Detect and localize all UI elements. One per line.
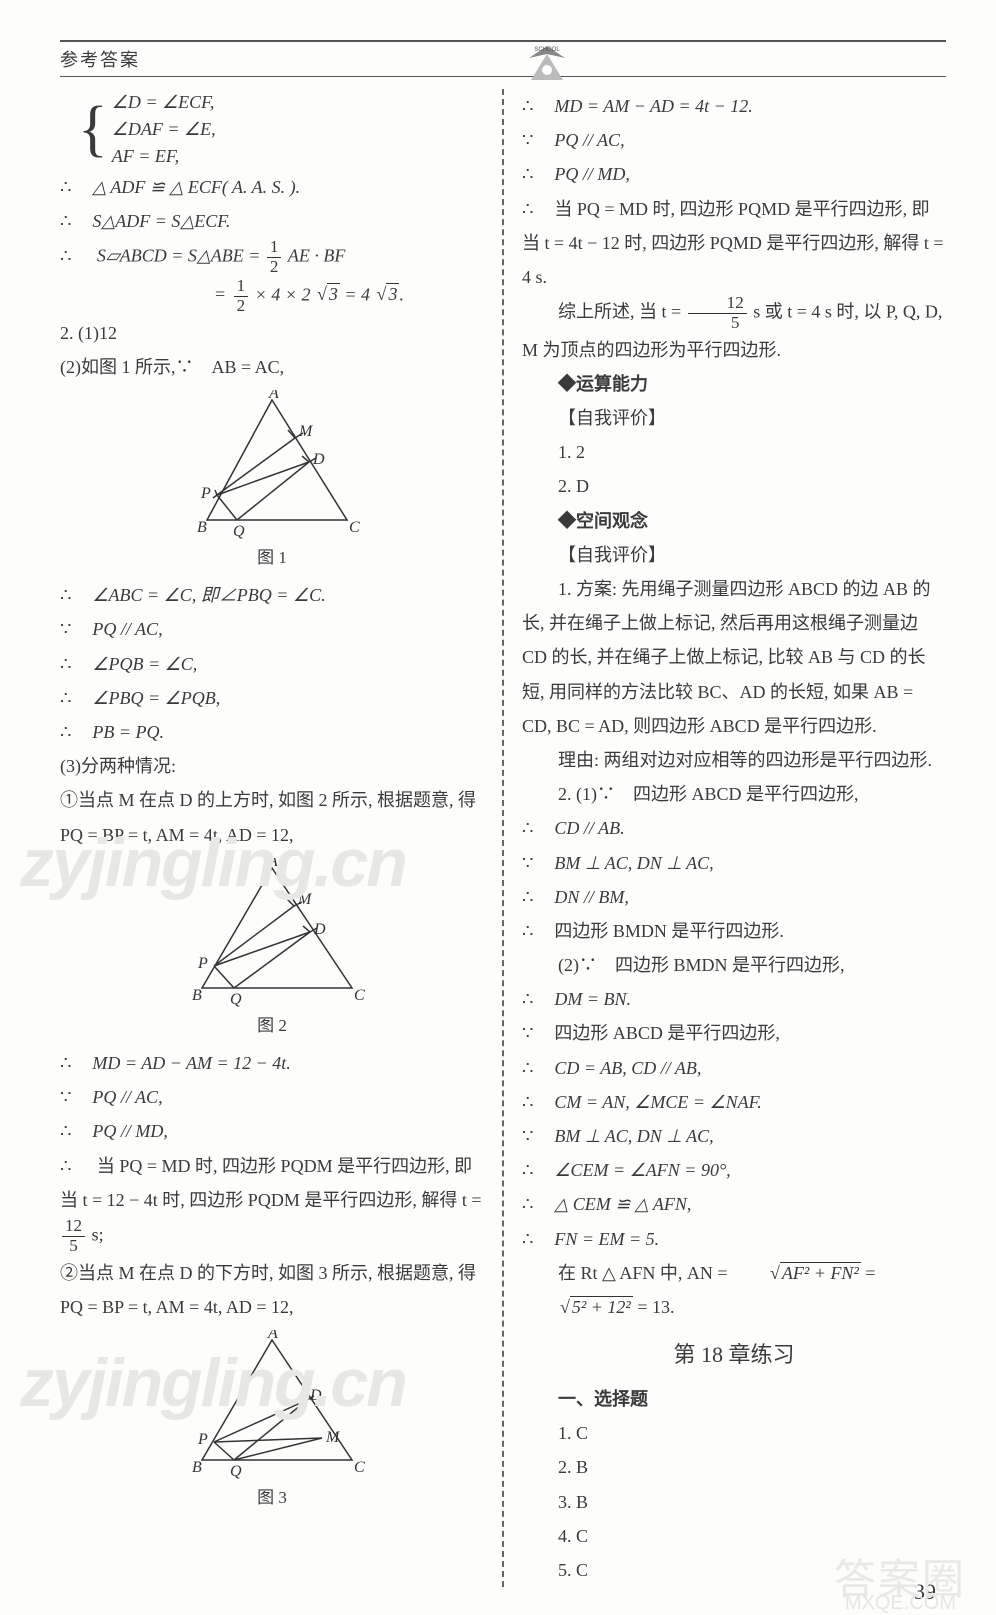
text-line: ∴PQ // MD,	[60, 1114, 484, 1148]
text-block: ∴ 当 PQ = MD 时, 四边形 PQDM 是平行四边形, 即当 t = 1…	[60, 1149, 484, 1256]
text-line: ∴ S▱ABCD = S△ABE = 12 AE · BF	[60, 238, 484, 277]
section-heading: ◆运算能力	[522, 367, 946, 401]
figure-3: A D M P B Q C 图 3	[60, 1330, 484, 1514]
text-line: ∴CD = AB, CD // AB,	[522, 1051, 946, 1085]
equation-system: { ∠D = ∠ECF, ∠DAF = ∠E, AF = EF,	[78, 89, 484, 170]
section-heading: ◆空间观念	[522, 504, 946, 538]
text-line: ∴∠ABC = ∠C, 即∠PBQ = ∠C.	[60, 578, 484, 612]
svg-text:Q: Q	[230, 1463, 242, 1480]
svg-text:B: B	[192, 1459, 202, 1476]
text-line: ∴PQ // MD,	[522, 157, 946, 191]
text-line: ∴CD // AB.	[522, 811, 946, 845]
svg-text:B: B	[192, 987, 202, 1004]
text-line: 【自我评价】	[522, 538, 946, 572]
section-heading: 一、选择题	[522, 1382, 946, 1416]
footer-watermark-url: MXQE.COM	[845, 1592, 956, 1615]
svg-text:D: D	[312, 451, 325, 468]
answer-item: 2. D	[522, 469, 946, 503]
text-line: ∴CM = AN, ∠MCE = ∠NAF.	[522, 1085, 946, 1119]
answer-item: 1. C	[522, 1416, 946, 1450]
text-line: ∴∠PBQ = ∠PQB,	[60, 681, 484, 715]
figure-caption: 图 3	[60, 1482, 484, 1514]
text-line: (3)分两种情况:	[60, 749, 484, 783]
text-block: ①当点 M 在点 D 的上方时, 如图 2 所示, 根据题意, 得 PQ = B…	[60, 783, 484, 851]
text-block: ②当点 M 在点 D 的下方时, 如图 3 所示, 根据题意, 得 PQ = B…	[60, 1256, 484, 1324]
text-line: ∵PQ // AC,	[60, 1080, 484, 1114]
svg-text:P: P	[200, 485, 211, 502]
text-line: ∴四边形 BMDN 是平行四边形.	[522, 914, 946, 948]
chapter-heading: 第 18 章练习	[522, 1334, 946, 1376]
svg-text:A: A	[267, 1330, 278, 1342]
answer-item: 1. 2	[522, 435, 946, 469]
brace-line: AF = EF,	[112, 143, 216, 170]
svg-text:SCHOOL: SCHOOL	[534, 47, 560, 53]
text-line: ∴PB = PQ.	[60, 715, 484, 749]
text-line: = 12 × 4 × 2 3 = 4 3.	[60, 277, 484, 316]
figure-1: A M D P B Q C 图 1	[60, 390, 484, 574]
text-block: ∴当 PQ = MD 时, 四边形 PQMD 是平行四边形, 即当 t = 4t…	[522, 192, 946, 295]
svg-text:C: C	[354, 1459, 365, 1476]
text-line: ∴MD = AM − AD = 4t − 12.	[522, 89, 946, 123]
text-line: ∵PQ // AC,	[522, 123, 946, 157]
text-line: ∵四边形 ABCD 是平行四边形,	[522, 1016, 946, 1050]
svg-text:P: P	[197, 955, 208, 972]
svg-text:D: D	[309, 1387, 322, 1404]
left-column: { ∠D = ∠ECF, ∠DAF = ∠E, AF = EF, ∴△ ADF …	[60, 89, 502, 1587]
svg-text:B: B	[197, 519, 207, 536]
svg-text:A: A	[268, 390, 279, 402]
text-line: ∴S△ADF = S△ECF.	[60, 204, 484, 238]
text-line: (2)如图 1 所示,∵ AB = AC,	[60, 350, 484, 384]
figure-caption: 图 1	[60, 542, 484, 574]
text-line: ∴∠PQB = ∠C,	[60, 647, 484, 681]
content-columns: { ∠D = ∠ECF, ∠DAF = ∠E, AF = EF, ∴△ ADF …	[60, 89, 946, 1587]
text-block: 1. 方案: 先用绳子测量四边形 ABCD 的边 AB 的长, 并在绳子上做上标…	[522, 572, 946, 743]
text-line: ∴FN = EM = 5.	[522, 1222, 946, 1256]
text-line: ∴MD = AD − AM = 12 − 4t.	[60, 1046, 484, 1080]
text-block: 理由: 两组对边对应相等的四边形是平行四边形.	[522, 743, 946, 777]
svg-text:A: A	[267, 858, 278, 870]
text-line: ∴△ CEM ≌ △ AFN,	[522, 1187, 946, 1221]
figure-2: A M D P B Q C 图 2	[60, 858, 484, 1042]
answer-item: 2. B	[522, 1450, 946, 1484]
svg-text:P: P	[197, 1431, 208, 1448]
header-title: 参考答案	[60, 46, 140, 72]
text-line: ∴∠CEM = ∠AFN = 90°,	[522, 1153, 946, 1187]
text-block: 在 Rt △ AFN 中, AN = AF² + FN² = 5² + 12² …	[522, 1256, 946, 1324]
text-block: 综上所述, 当 t = 125 s 或 t = 4 s 时, 以 P, Q, D…	[522, 294, 946, 367]
svg-text:M: M	[297, 891, 313, 908]
svg-text:M: M	[298, 423, 314, 440]
svg-text:Q: Q	[230, 991, 242, 1008]
brace-line: ∠DAF = ∠E,	[112, 116, 216, 143]
page-header: 参考答案 SCHOOL	[60, 40, 946, 77]
svg-text:M: M	[325, 1429, 341, 1446]
svg-text:D: D	[313, 921, 326, 938]
svg-text:C: C	[354, 987, 365, 1004]
svg-text:C: C	[349, 519, 360, 536]
text-line: ∴DN // BM,	[522, 880, 946, 914]
text-line: ∵BM ⊥ AC, DN ⊥ AC,	[522, 1119, 946, 1153]
right-column: ∴MD = AM − AD = 4t − 12. ∵PQ // AC, ∴PQ …	[502, 89, 946, 1587]
text-line: ∵BM ⊥ AC, DN ⊥ AC,	[522, 846, 946, 880]
svg-text:Q: Q	[233, 523, 245, 540]
text-line: ∴△ ADF ≌ △ ECF( A. A. S. ).	[60, 170, 484, 204]
figure-caption: 图 2	[60, 1010, 484, 1042]
text-line: 【自我评价】	[522, 401, 946, 435]
school-logo-icon: SCHOOL	[525, 40, 569, 84]
text-line: 2. (1)∵ 四边形 ABCD 是平行四边形,	[522, 777, 946, 811]
text-line: ∴DM = BN.	[522, 982, 946, 1016]
text-line: ∵PQ // AC,	[60, 612, 484, 646]
brace-line: ∠D = ∠ECF,	[112, 89, 216, 116]
answer-item: 3. B	[522, 1485, 946, 1519]
text-line: (2)∵ 四边形 BMDN 是平行四边形,	[522, 948, 946, 982]
text-line: 2. (1)12	[60, 316, 484, 350]
